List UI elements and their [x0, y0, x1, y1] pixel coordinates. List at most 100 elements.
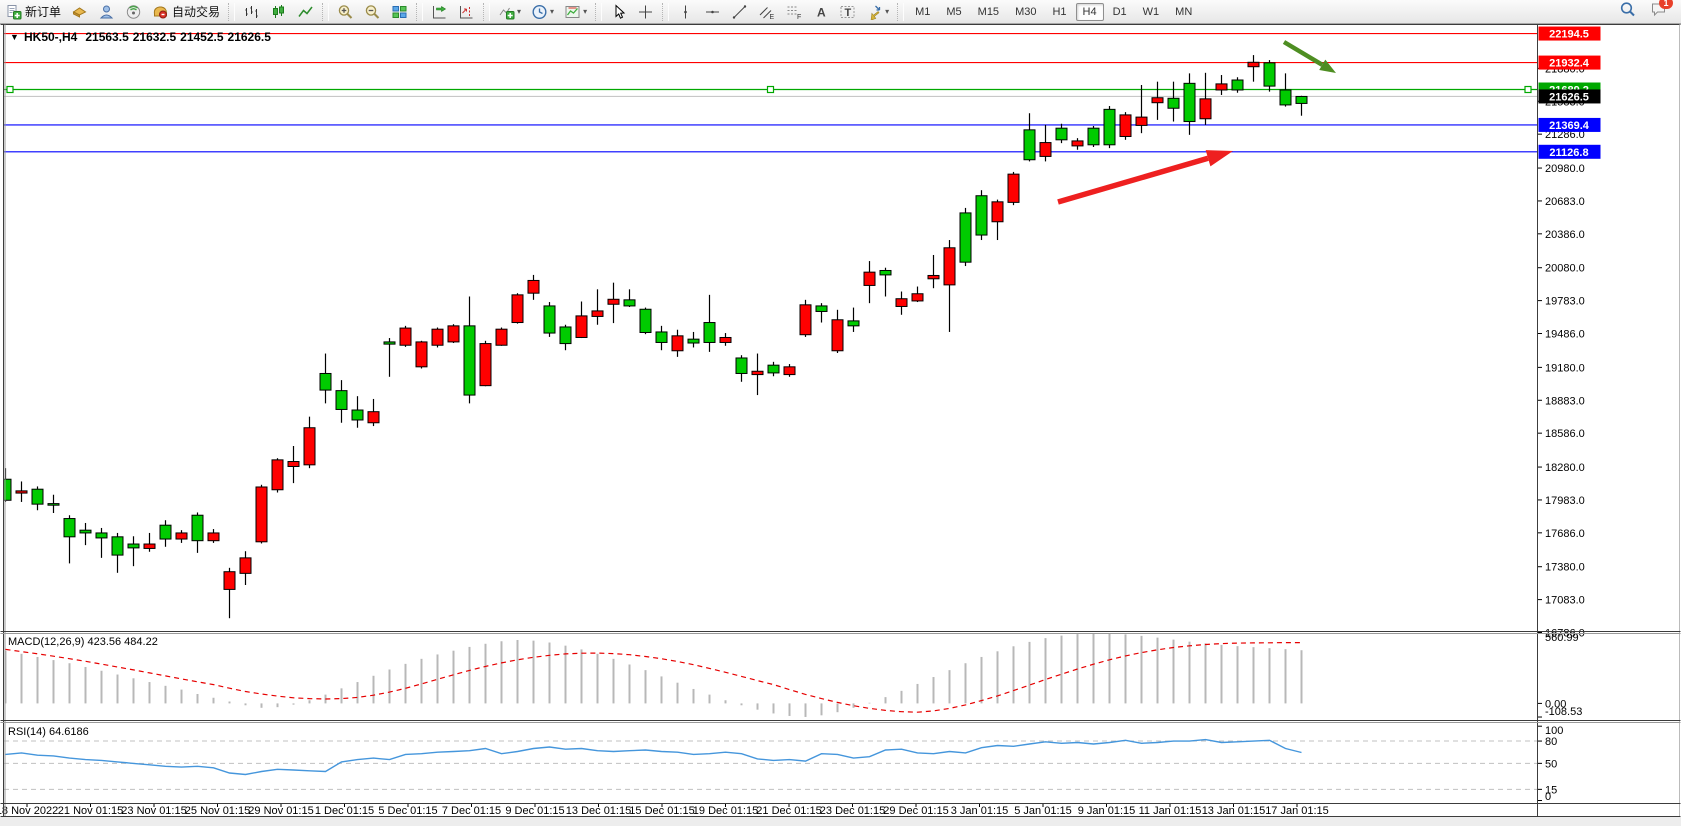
- candle: [15, 481, 28, 502]
- candle: [879, 267, 892, 297]
- time-axis-label: 25 Nov 01:15: [185, 805, 250, 817]
- price-axis-label: 19486.0: [1545, 328, 1585, 340]
- timeframe-h1[interactable]: H1: [1052, 5, 1067, 18]
- time-axis-label: 21 Nov 01:15: [58, 805, 123, 817]
- line-chart-mode-button[interactable]: [293, 1, 318, 23]
- trend-arrow-red[interactable]: [1057, 155, 1209, 205]
- toolbar-separator: [595, 2, 603, 21]
- notification-badge: 1: [1659, 0, 1673, 9]
- bar-chart-mode-button[interactable]: [239, 1, 264, 23]
- price-badge-label: 21626.5: [1549, 91, 1589, 103]
- cursor-tool-button[interactable]: [606, 1, 631, 23]
- person-icon: [99, 5, 114, 18]
- candle: [959, 207, 972, 267]
- hline-selection-handle[interactable]: [1524, 85, 1532, 94]
- zoom-in-button[interactable]: [333, 1, 358, 23]
- trend-arrow-red-head[interactable]: [1205, 150, 1233, 167]
- candle: [191, 512, 204, 553]
- price-axis-label: 19783.0: [1545, 296, 1585, 308]
- macd-signal-line: [5, 641, 1302, 713]
- candle: [255, 484, 268, 544]
- channel-icon: E: [759, 6, 775, 20]
- chart-shift-button[interactable]: [427, 1, 452, 23]
- time-axis-label: 5 Dec 01:15: [378, 805, 437, 817]
- periods-menu-button[interactable]: ▾: [527, 1, 558, 23]
- candle: [271, 458, 284, 493]
- templates-menu-dropdown-icon[interactable]: ▾: [583, 7, 588, 16]
- rsi-axis-label: 0: [1545, 791, 1551, 803]
- indicators-menu-dropdown-icon[interactable]: ▾: [517, 7, 522, 16]
- zoomout-icon: [365, 4, 380, 19]
- price-axis-label: 20386.0: [1545, 229, 1585, 241]
- timeframe-w1[interactable]: W1: [1142, 5, 1160, 18]
- docplus-icon: [7, 4, 22, 19]
- candle: [1279, 73, 1292, 107]
- notifications-button[interactable]: 1: [1650, 0, 1673, 22]
- timeframe-m5[interactable]: M5: [946, 5, 962, 18]
- channel-tool-button[interactable]: E: [754, 1, 779, 23]
- drawing-objects[interactable]: [1057, 40, 1336, 205]
- time-axis-label: 3 Jan 01:15: [951, 805, 1009, 817]
- profiles-button[interactable]: [94, 1, 119, 23]
- macd-axis-label: -108.53: [1545, 706, 1582, 718]
- time-axis-label: 23 Nov 01:15: [121, 805, 186, 817]
- periods-menu-dropdown-icon[interactable]: ▾: [550, 7, 555, 16]
- trendline-tool-button[interactable]: [727, 1, 752, 23]
- label-tool-button[interactable]: T: [835, 1, 860, 23]
- arrows-tool-button[interactable]: ▾: [862, 1, 893, 23]
- toolbar-separator: [662, 2, 670, 21]
- indicators-menu-button[interactable]: ▾: [494, 1, 525, 23]
- time-axis-label: 17 Jan 01:15: [1265, 805, 1329, 817]
- main-toolbar: 新订单 自动交易 ▾ ▾ ▾ E F A T ▾ M1 M5 M15 M30 H1 H4 D1 W1 MN 1: [0, 0, 1681, 24]
- market-book-button[interactable]: [67, 1, 92, 23]
- timeframe-d1[interactable]: D1: [1112, 5, 1127, 18]
- shiftauto-icon: [460, 5, 473, 18]
- timeframe-m1[interactable]: M1: [915, 5, 931, 18]
- fibonacci-tool-button[interactable]: F: [781, 1, 806, 23]
- candle: [1039, 124, 1052, 162]
- timeframe-mn[interactable]: MN: [1175, 5, 1193, 18]
- candle: [1247, 55, 1260, 82]
- price-badge: [1538, 26, 1601, 41]
- reversal-arrow-green-head[interactable]: [1319, 59, 1336, 73]
- candle: [431, 327, 444, 348]
- timeframe-m30[interactable]: M30: [1015, 5, 1037, 18]
- hline-selection-handle[interactable]: [6, 85, 14, 94]
- templates-menu-button[interactable]: ▾: [560, 1, 591, 23]
- candle: [335, 380, 348, 423]
- vline-tool-button[interactable]: [673, 1, 698, 23]
- hline-selection-handle[interactable]: [766, 85, 775, 94]
- candle: [351, 396, 364, 428]
- crosshair-tool-button[interactable]: [633, 1, 658, 23]
- textA-icon: A: [817, 5, 826, 19]
- toolbar-separator: [897, 2, 905, 21]
- auto-trading-button[interactable]: 自动交易: [148, 1, 224, 23]
- candlestick-mode-button[interactable]: [266, 1, 291, 23]
- fibo-icon: F: [787, 6, 801, 20]
- svg-text:F: F: [797, 14, 801, 20]
- zoom-out-button[interactable]: [360, 1, 385, 23]
- price-badge: [1538, 144, 1601, 159]
- candle: [1119, 112, 1132, 140]
- arrows-tool-dropdown-icon[interactable]: ▾: [885, 7, 890, 16]
- reversal-arrow-green[interactable]: [1282, 40, 1324, 67]
- time-axis-label: 13 Dec 01:15: [566, 805, 631, 817]
- text-tool-button[interactable]: A: [808, 1, 833, 23]
- price-badge-label: 22194.5: [1549, 29, 1589, 41]
- signals-button[interactable]: [121, 1, 146, 23]
- chart-header: HK50-,H4 21563.5 21632.5 21452.5 21626.5: [24, 30, 271, 44]
- timeframe-h4[interactable]: H4: [1075, 2, 1104, 21]
- tile-windows-button[interactable]: [387, 1, 412, 23]
- candle: [1007, 171, 1020, 206]
- collapse-indicators-icon[interactable]: ▼: [10, 32, 19, 42]
- toolbar-separator: [483, 2, 491, 21]
- hline-tool-button[interactable]: [700, 1, 725, 23]
- toolbar-separator: [322, 2, 330, 21]
- auto-scroll-button[interactable]: [454, 1, 479, 23]
- time-axis-label: 21 Dec 01:15: [756, 805, 821, 817]
- new-order-button[interactable]: 新订单: [1, 1, 65, 23]
- candle: [687, 331, 700, 348]
- search-button[interactable]: [1619, 1, 1636, 22]
- timeframe-m15[interactable]: M15: [977, 5, 1000, 18]
